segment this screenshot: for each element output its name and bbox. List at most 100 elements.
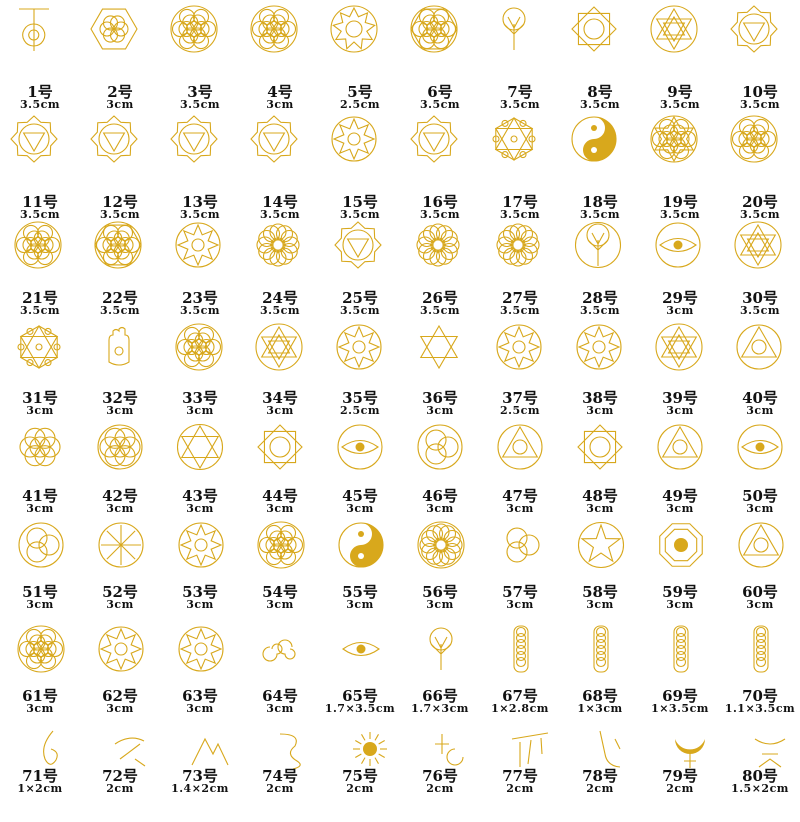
item-number-label: 71号 — [22, 767, 58, 785]
item-size-label: 3.5cm — [580, 208, 620, 221]
item-size-label: 2cm — [506, 782, 534, 795]
catalog-item-58: 58号 3cm — [560, 518, 640, 618]
item-size-label: 3.5cm — [740, 208, 780, 221]
catalog-item-78: 78号 2cm — [560, 722, 640, 822]
sacred-glyph-icon — [505, 724, 549, 767]
catalog-item-74: 74号 2cm — [240, 722, 320, 822]
item-number-label: 3号 — [187, 83, 213, 101]
item-size-label: 3cm — [26, 502, 54, 515]
star-tetrahedron-icon — [649, 4, 711, 66]
item-number-label: 48号 — [582, 487, 618, 505]
item-size-label: 3cm — [186, 502, 214, 515]
item-size-label: 2cm — [666, 782, 694, 795]
mandala-squares-icon — [569, 4, 631, 66]
catalog-item-3: 3号 3.5cm — [160, 2, 240, 111]
om-mandala-icon — [329, 114, 391, 176]
item-number-label: 29号 — [662, 289, 698, 307]
item-number-label: 7号 — [507, 83, 533, 101]
tree-of-life-icon — [489, 4, 551, 66]
item-size-label: 3cm — [666, 598, 694, 611]
item-number-label: 68号 — [582, 687, 618, 705]
sacred-glyph-icon — [745, 724, 786, 768]
lotus-mandala-icon — [253, 220, 307, 274]
item-number-label: 75号 — [342, 767, 378, 785]
item-number-label: 31号 — [22, 389, 58, 407]
item-number-label: 56号 — [422, 583, 458, 601]
item-size-label: 3cm — [106, 404, 134, 417]
catalog-item-30: 30号 3.5cm — [720, 218, 800, 318]
alchemy-symbol-icon — [734, 322, 786, 374]
item-number-label: 74号 — [262, 767, 298, 785]
star-square-icon — [255, 422, 305, 472]
catalog-item-44: 44号 3cm — [240, 420, 320, 520]
cho-ku-rei-spiral-icon — [9, 4, 71, 66]
catalog-item-46: 46号 3cm — [400, 420, 480, 520]
item-size-label: 3cm — [186, 598, 214, 611]
eye-mandala-icon — [735, 422, 785, 472]
catalog-item-62: 62号 3cm — [80, 622, 160, 722]
item-size-label: 3.5cm — [420, 208, 460, 221]
item-number-label: 10号 — [742, 83, 778, 101]
flower-of-life-strip-icon — [736, 624, 784, 673]
sacred-glyph-icon — [105, 724, 146, 767]
item-number-label: 36号 — [422, 389, 458, 407]
item-size-label: 3cm — [106, 702, 134, 715]
item-number-label: 13号 — [182, 193, 218, 211]
item-number-label: 41号 — [22, 487, 58, 505]
bagua-icon — [656, 520, 704, 568]
item-number-label: 51号 — [22, 583, 58, 601]
item-size-label: 3cm — [266, 98, 294, 111]
catalog-item-64: 64号 3cm — [240, 622, 320, 722]
item-size-label: 1.4×2cm — [171, 782, 229, 795]
item-size-label: 3cm — [506, 502, 534, 515]
item-size-label: 3cm — [26, 702, 54, 715]
item-number-label: 14号 — [262, 193, 298, 211]
flower-of-life-icon — [13, 220, 67, 274]
flower-of-life-icon — [256, 520, 305, 569]
catalog-item-72: 72号 2cm — [80, 722, 160, 822]
item-size-label: 3.5cm — [20, 208, 60, 221]
triple-moon-icon — [496, 520, 544, 568]
catalog-item-1: 1号 3.5cm — [0, 2, 80, 111]
item-number-label: 5号 — [347, 83, 373, 101]
catalog-item-41: 41号 3cm — [0, 420, 80, 520]
catalog-item-66: 66号 1.7×3cm — [400, 622, 480, 722]
item-number-label: 66号 — [422, 687, 458, 705]
catalog-item-48: 48号 3cm — [560, 420, 640, 520]
item-size-label: 3cm — [266, 502, 294, 515]
catalog-item-38: 38号 3cm — [560, 320, 640, 420]
catalog-item-70: 70号 1.1×3.5cm — [720, 622, 800, 722]
item-size-label: 3cm — [746, 502, 774, 515]
catalog-item-69: 69号 1×3.5cm — [640, 622, 720, 722]
catalog-item-79: 79号 2cm — [640, 722, 720, 822]
catalog-item-40: 40号 3cm — [720, 320, 800, 420]
triquetra-icon — [16, 520, 64, 568]
flower-of-life-hexagon-icon — [409, 4, 471, 66]
item-size-label: 2cm — [346, 782, 374, 795]
flower-of-life-strip-icon — [576, 624, 624, 673]
item-number-label: 60号 — [742, 583, 778, 601]
star-of-david-icon — [414, 322, 466, 374]
catalog-item-73: 73号 1.4×2cm — [160, 722, 240, 822]
item-number-label: 42号 — [102, 487, 138, 505]
flower-of-life-strip-icon — [496, 624, 544, 673]
catalog-item-33: 33号 3cm — [160, 320, 240, 420]
item-number-label: 72号 — [102, 767, 138, 785]
item-size-label: 3cm — [666, 304, 694, 317]
item-size-label: 3cm — [186, 702, 214, 715]
star-tetrahedron-icon — [654, 322, 706, 374]
item-number-label: 73号 — [182, 767, 218, 785]
third-eye-chakra-icon — [249, 114, 311, 176]
catalog-item-4: 4号 3cm — [240, 2, 320, 111]
item-size-label: 2.5cm — [340, 404, 380, 417]
item-size-label: 3.5cm — [100, 304, 140, 317]
eye-pyramid-icon — [736, 520, 784, 568]
item-size-label: 3cm — [186, 404, 214, 417]
throat-chakra-icon — [409, 114, 471, 176]
item-number-label: 64号 — [262, 687, 298, 705]
item-number-label: 30号 — [742, 289, 778, 307]
catalog-item-16: 16号 3.5cm — [400, 112, 480, 221]
item-number-label: 11号 — [22, 193, 58, 211]
yin-yang-flower-icon — [569, 114, 631, 176]
item-size-label: 3.5cm — [180, 304, 220, 317]
